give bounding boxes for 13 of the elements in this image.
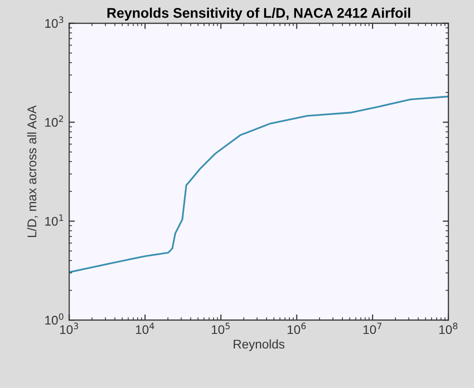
y-tick-label: 10$^{3}$ [45, 16, 64, 28]
y-tick-label: 10$^{0}$ [45, 313, 64, 325]
y-tick-label: 10$^{2}$ [45, 115, 64, 127]
x-tick-label: 10$^{3}$ [60, 322, 78, 334]
x-tick-label: 10$^{8}$ [439, 322, 458, 334]
x-tick-label: 10$^{5}$ [212, 322, 230, 334]
x-tick-label: 10$^{7}$ [364, 322, 382, 334]
y-tick-label: 10$^{1}$ [45, 214, 64, 226]
x-tick-label: 10$^{6}$ [288, 322, 306, 334]
x-tick-label: 10$^{4}$ [136, 322, 154, 334]
x-axis-title: Reynolds [234, 339, 284, 352]
y-axis-title: L/D, max across all AoA [27, 105, 38, 238]
chart-title: Reynolds Sensitivity of L/D, NACA 2412 Airfoil [107, 8, 410, 21]
